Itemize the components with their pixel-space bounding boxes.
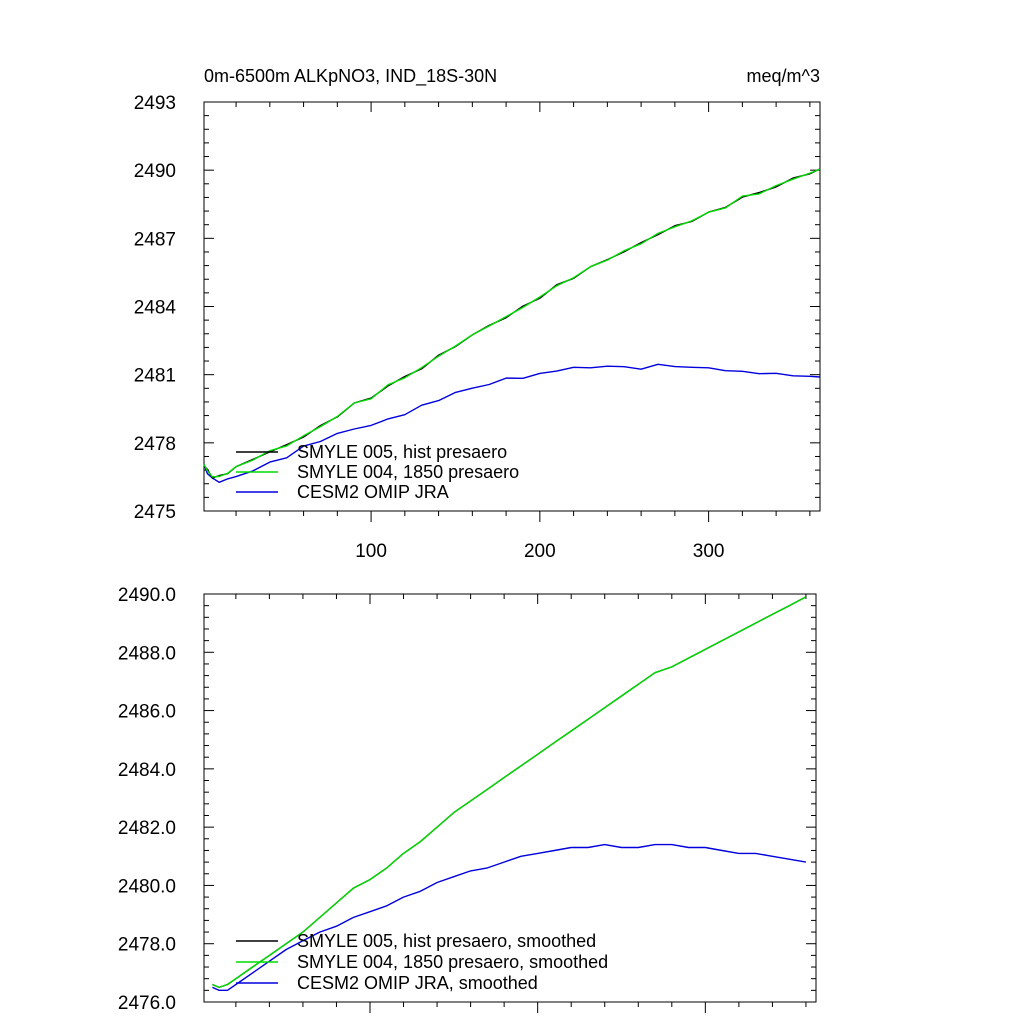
series-line-3: [203, 363, 821, 483]
series-line-1: [212, 596, 807, 989]
y-tick-label: 2481: [134, 366, 176, 387]
x-tick-label: 100: [355, 541, 387, 562]
legend-label-1: SMYLE 005, hist presaero, smoothed: [297, 931, 596, 951]
plot-frame: [203, 593, 817, 1003]
legend-label-3: CESM2 OMIP JRA: [297, 482, 449, 502]
series-line-2: [212, 596, 807, 989]
top-panel-units: meq/m^3: [747, 66, 820, 86]
y-tick-label: 2486.0: [118, 702, 176, 723]
y-tick-label: 2487: [134, 229, 176, 250]
y-tick-label: 2476.0: [118, 993, 176, 1014]
y-tick-label: 2475: [134, 502, 176, 523]
top-panel: 0m-6500m ALKpNO3, IND_18S-30N meq/m^3 24…: [134, 66, 821, 562]
y-tick-label: 2480.0: [118, 876, 176, 897]
y-tick-label: 2484.0: [118, 760, 176, 781]
series-line-2: [203, 168, 821, 478]
y-tick-label: 2490.0: [118, 585, 176, 606]
legend-label-2: SMYLE 004, 1850 presaero, smoothed: [297, 952, 608, 972]
bottom-panel: 2476.0 2478.0 2480.0 2482.0 2484.0 2486.0 2488…: [118, 585, 817, 1014]
x-tick-label: 200: [524, 541, 556, 562]
y-tick-label: 2478.0: [118, 935, 176, 956]
y-tick-label: 2482.0: [118, 818, 176, 839]
series-line-1: [203, 168, 821, 479]
y-tick-label: 2488.0: [118, 643, 176, 664]
y-tick-label: 2493: [134, 93, 176, 114]
top-panel-title: 0m-6500m ALKpNO3, IND_18S-30N: [204, 66, 497, 87]
legend-label-1: SMYLE 005, hist presaero: [297, 442, 507, 462]
y-tick-label: 2484: [134, 298, 177, 319]
legend-label-2: SMYLE 004, 1850 presaero: [297, 462, 519, 482]
series-line-3: [212, 843, 807, 991]
x-tick-label: 300: [693, 541, 725, 562]
legend-label-3: CESM2 OMIP JRA, smoothed: [297, 973, 538, 993]
y-tick-label: 2490: [134, 161, 176, 182]
y-tick-label: 2478: [134, 434, 176, 455]
